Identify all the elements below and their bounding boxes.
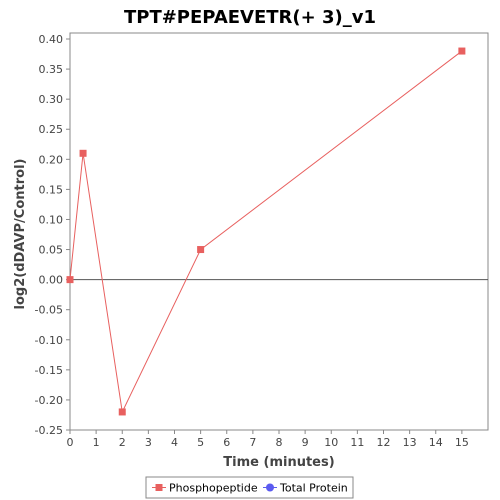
- x-tick-label: 10: [324, 436, 338, 449]
- x-tick-label: 9: [302, 436, 309, 449]
- x-tick-label: 0: [67, 436, 74, 449]
- y-axis-label: log2(dDAVP/Control): [13, 159, 28, 310]
- y-tick-label: 0.05: [39, 244, 64, 257]
- y-tick-label: 0.35: [39, 63, 64, 76]
- y-tick-label: 0.30: [39, 93, 64, 106]
- y-tick-label: 0.40: [39, 33, 64, 46]
- data-point: [79, 149, 87, 157]
- x-tick-label: 13: [403, 436, 417, 449]
- y-tick-label: -0.10: [35, 334, 63, 347]
- x-tick-label: 7: [249, 436, 256, 449]
- data-point: [66, 276, 74, 284]
- legend: Phosphopeptide Total Protein: [145, 476, 354, 499]
- x-tick-label: 14: [429, 436, 443, 449]
- x-tick-label: 5: [197, 436, 204, 449]
- x-tick-label: 15: [455, 436, 469, 449]
- chart-title: TPT#PEPAEVETR(+ 3)_v1: [124, 7, 376, 28]
- y-tick-label: 0.20: [39, 153, 64, 166]
- plot-area: -0.25 -0.20 -0.15 -0.10 -0.05 0.00 0.05 0.10 0.1…: [35, 32, 489, 449]
- x-tick-label: 4: [171, 436, 178, 449]
- plot-frame: [69, 32, 489, 431]
- y-tick-label: -0.20: [35, 394, 63, 407]
- y-tick-label: 0.25: [39, 123, 64, 136]
- y-tick-label: 0.10: [39, 213, 64, 226]
- y-tick-label: -0.15: [35, 364, 63, 377]
- legend-marker-circle: [266, 483, 274, 492]
- legend-marker-square: [155, 484, 163, 491]
- x-axis-label: Time (minutes): [223, 455, 334, 470]
- legend-label: Phosphopeptide: [169, 482, 258, 495]
- x-tick-label: 1: [93, 436, 100, 449]
- x-tick-label: 12: [377, 436, 391, 449]
- y-tick-label: -0.05: [35, 304, 63, 317]
- legend-label: Total Protein: [279, 482, 348, 495]
- x-tick-label: 6: [223, 436, 230, 449]
- y-tick-label: 0.15: [39, 183, 64, 196]
- x-tick-label: 11: [350, 436, 364, 449]
- y-tick-label: -0.25: [35, 424, 63, 437]
- x-tick-label: 8: [276, 436, 283, 449]
- x-tick-label: 3: [145, 436, 152, 449]
- x-tick-label: 2: [119, 436, 126, 449]
- legend-box: [145, 476, 354, 499]
- data-point: [118, 408, 126, 416]
- data-point: [458, 47, 466, 55]
- data-point: [197, 246, 205, 254]
- y-tick-label: 0.00: [39, 274, 64, 287]
